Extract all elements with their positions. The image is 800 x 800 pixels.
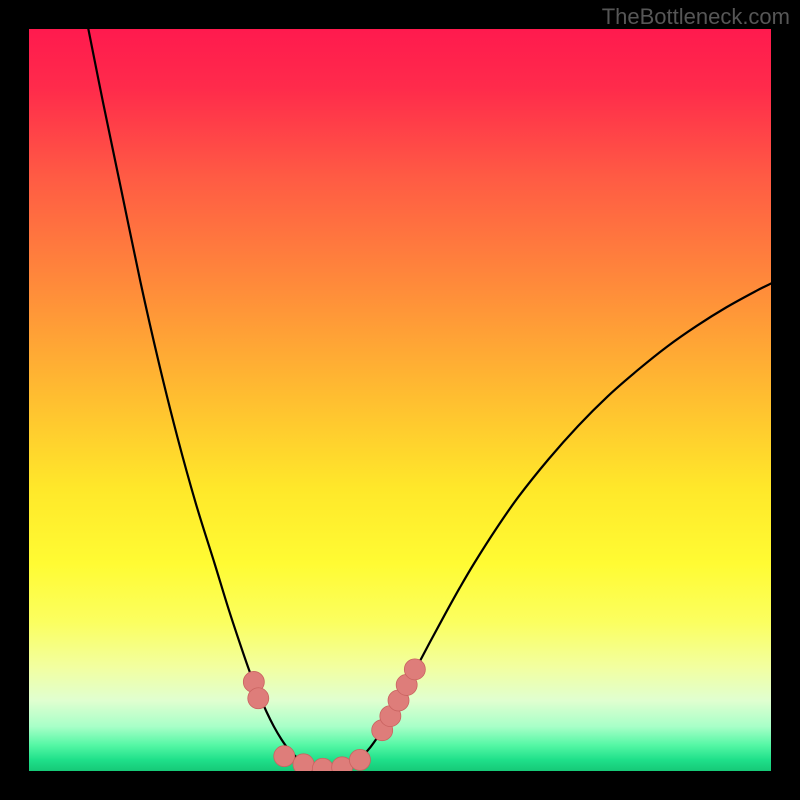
- curve-marker: [404, 659, 425, 680]
- curve-marker: [274, 746, 295, 767]
- watermark-text: TheBottleneck.com: [602, 4, 790, 30]
- curve-marker: [349, 749, 370, 770]
- chart-frame: TheBottleneck.com: [0, 0, 800, 800]
- curve-marker: [248, 688, 269, 709]
- bottleneck-chart: [29, 29, 771, 771]
- curve-marker: [293, 754, 314, 771]
- gradient-background: [29, 29, 771, 771]
